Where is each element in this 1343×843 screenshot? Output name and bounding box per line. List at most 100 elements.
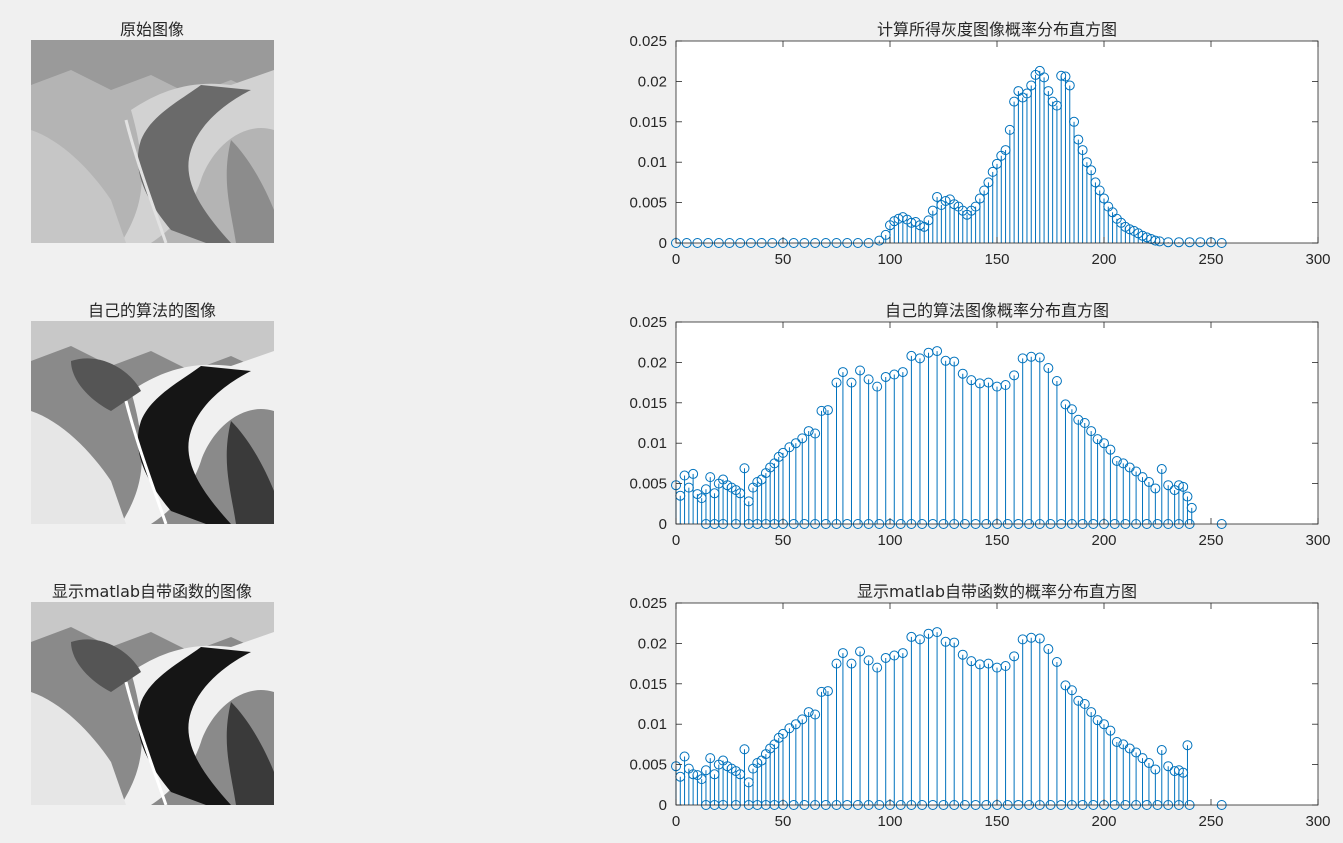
y-tick-label: 0.02: [638, 635, 667, 652]
stem-marker: [872, 662, 883, 673]
x-tick-label: 200: [1091, 251, 1116, 268]
y-tick-label: 0: [659, 235, 667, 252]
x-tick-label: 100: [877, 251, 902, 268]
stem-marker: [1073, 134, 1084, 145]
stem-marker: [1064, 80, 1075, 91]
stem-marker: [1131, 747, 1142, 758]
stem-marker: [1173, 237, 1184, 248]
x-tick-label: 150: [984, 813, 1009, 830]
x-tick-label: 50: [775, 251, 792, 268]
stem-marker: [1099, 719, 1109, 730]
x-tick-label: 200: [1091, 813, 1116, 830]
stem-marker: [1086, 165, 1097, 176]
y-tick-label: 0.005: [629, 476, 667, 493]
stem-marker: [1060, 680, 1071, 691]
y-tick-label: 0.015: [629, 395, 667, 412]
stem-marker: [846, 658, 857, 669]
stem-marker: [1141, 232, 1152, 243]
stem-marker: [1066, 685, 1077, 696]
stem-marker: [705, 753, 716, 764]
stem-marker: [797, 714, 808, 725]
stem-marker: [679, 751, 690, 762]
stem-marker: [846, 377, 857, 388]
stem-marker: [797, 433, 808, 444]
stem-marker: [790, 438, 801, 449]
x-tick-label: 300: [1305, 813, 1330, 830]
x-tick-label: 300: [1305, 532, 1330, 549]
stem-marker: [949, 356, 960, 367]
stem-marker: [1111, 736, 1122, 747]
stem-marker: [855, 365, 866, 376]
x-tick-label: 150: [984, 532, 1009, 549]
x-tick-label: 50: [775, 813, 792, 830]
stem-marker: [1182, 740, 1193, 751]
x-tick-label: 0: [672, 251, 680, 268]
stem-marker: [957, 649, 968, 660]
stem-marker: [1131, 466, 1142, 477]
stem-marker: [1000, 380, 1011, 391]
y-tick-label: 0.025: [629, 314, 667, 331]
image-title-original: 原始图像: [119, 20, 184, 39]
stem-marker: [810, 709, 821, 720]
y-tick-label: 0.025: [629, 595, 667, 612]
stem-marker: [1043, 363, 1054, 374]
stem-marker: [1137, 230, 1148, 241]
y-tick-label: 0.005: [629, 757, 667, 774]
x-tick-label: 50: [775, 532, 792, 549]
stem-marker: [831, 658, 842, 669]
stem-marker: [1156, 464, 1167, 475]
stem-marker: [1143, 476, 1154, 487]
stem-marker: [1150, 764, 1161, 775]
stem-marker: [1150, 483, 1161, 494]
stem-marker: [1043, 86, 1054, 97]
y-tick-label: 0.015: [629, 114, 667, 131]
stem-marker: [1081, 157, 1092, 168]
stem-marker: [803, 707, 814, 718]
stem-marker: [1077, 145, 1088, 156]
stem-marker: [1051, 375, 1062, 386]
x-tick-label: 250: [1198, 813, 1223, 830]
stem-marker: [1111, 455, 1122, 466]
own-algorithm-image: [31, 321, 274, 524]
x-tick-label: 250: [1198, 251, 1223, 268]
histogram-title-matlab: 显示matlab自带函数的概率分布直方图: [856, 582, 1138, 601]
stem-marker: [914, 634, 925, 645]
stem-marker: [790, 719, 801, 730]
stem-marker: [778, 447, 788, 458]
stem-marker: [1039, 72, 1050, 83]
stem-marker: [1069, 116, 1080, 127]
stem-marker: [1137, 753, 1148, 764]
x-tick-label: 100: [877, 813, 902, 830]
stem-marker: [1163, 237, 1174, 248]
stem-marker: [966, 656, 977, 667]
x-tick-label: 150: [984, 251, 1009, 268]
stem-marker: [688, 468, 699, 479]
stem-marker: [1124, 224, 1135, 235]
stem-marker: [1060, 399, 1071, 410]
stem-marker: [1079, 418, 1090, 428]
stem-marker: [863, 374, 874, 385]
stem-marker: [1009, 651, 1020, 662]
histogram-title-original: 计算所得灰度图像概率分布直方图: [876, 20, 1117, 39]
original-image: [31, 40, 274, 243]
stem-marker: [1137, 472, 1148, 483]
image-title-matlab: 显示matlab自带函数的图像: [51, 582, 253, 601]
stem-marker: [932, 346, 943, 357]
stem-marker: [778, 728, 788, 739]
stem-marker: [863, 655, 874, 666]
stem-marker: [1034, 633, 1045, 644]
y-tick-label: 0.01: [638, 435, 667, 452]
y-tick-label: 0.02: [638, 354, 667, 371]
stem-marker: [932, 191, 943, 202]
stem-marker: [1079, 699, 1090, 709]
stem-marker: [914, 220, 925, 231]
stem-marker: [897, 367, 908, 378]
stem-marker: [1094, 185, 1105, 196]
stem-marker: [822, 405, 833, 416]
stem-marker: [1105, 444, 1116, 455]
stem-marker: [1043, 644, 1054, 655]
x-tick-label: 100: [877, 532, 902, 549]
stem-marker: [739, 744, 750, 755]
stem-marker: [1163, 761, 1174, 772]
